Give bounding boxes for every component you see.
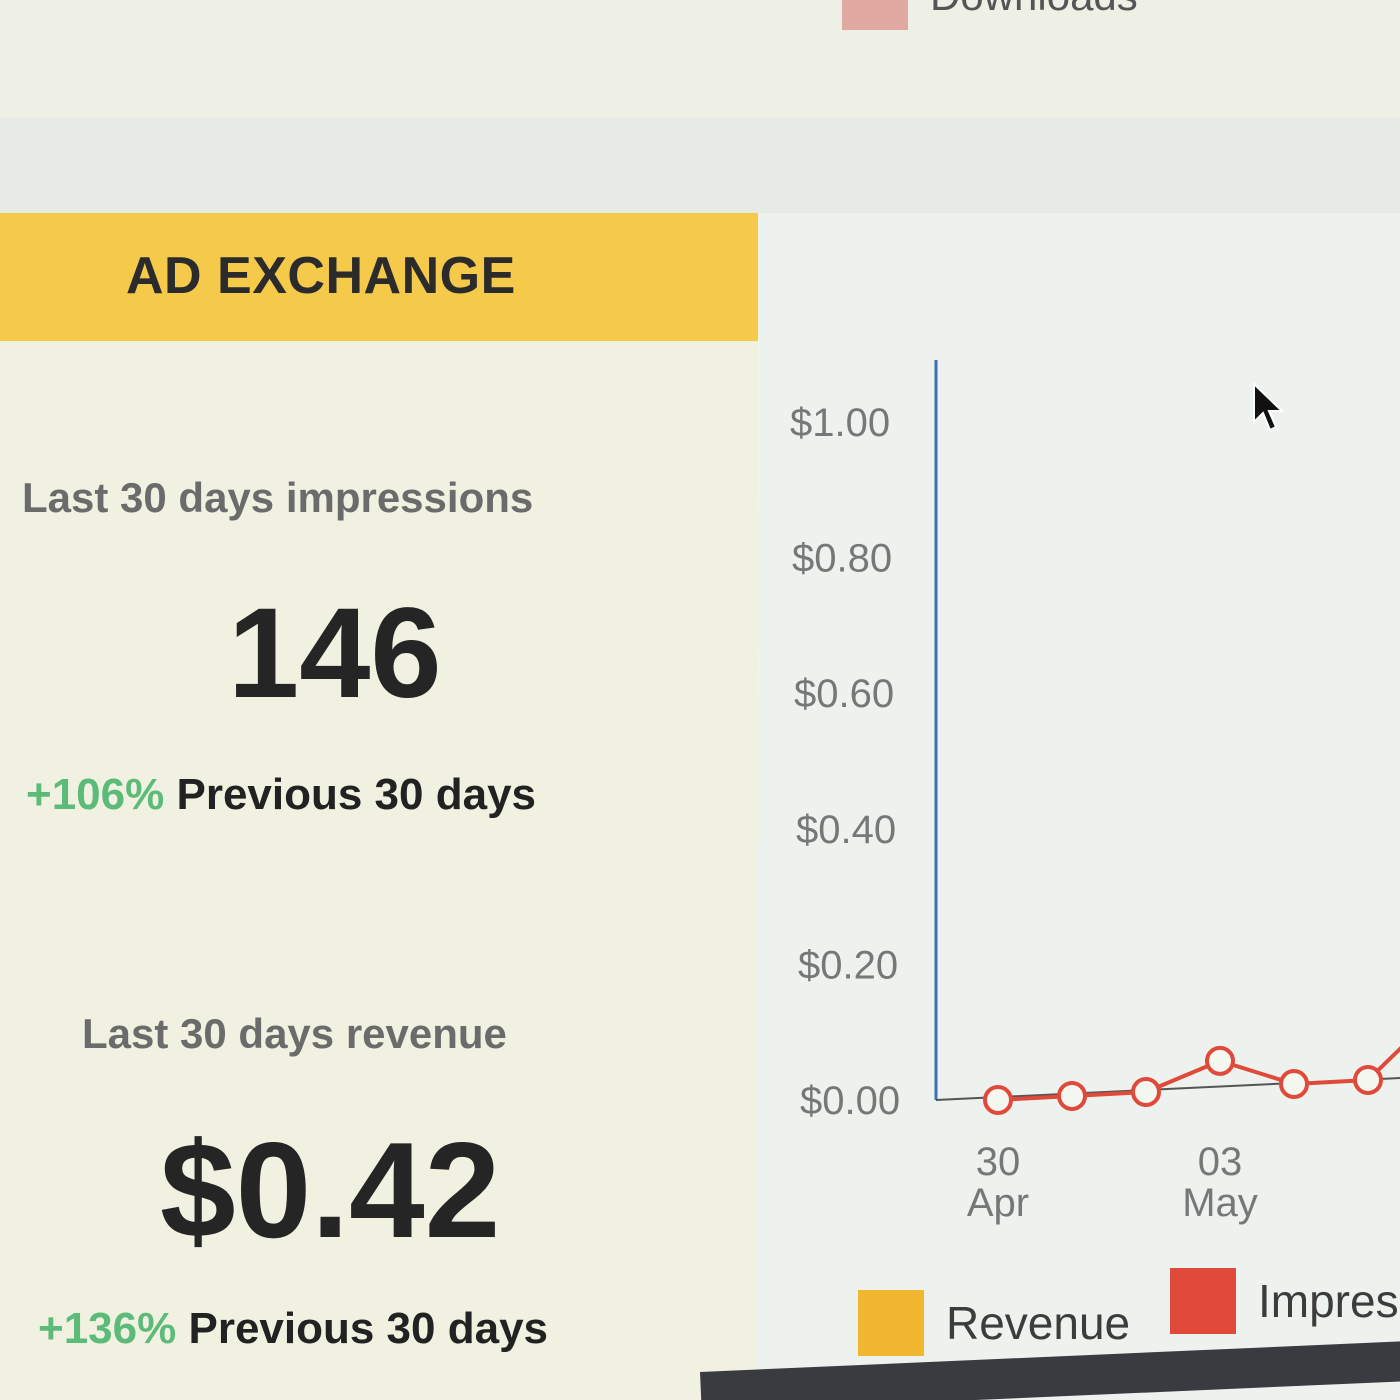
legend-label-revenue: Revenue (946, 1297, 1131, 1349)
revenue-value: $0.42 (160, 1114, 501, 1266)
impressions-change: +106% Previous 30 days (26, 770, 536, 820)
legend-swatch-revenue (858, 1290, 924, 1356)
x-tick-label-day: 30 (976, 1140, 1021, 1184)
section-divider (0, 118, 1400, 213)
y-tick-label: $1.00 (790, 401, 890, 445)
ad-exchange-title: AD EXCHANGE (126, 247, 516, 305)
chart-card (760, 213, 1400, 1400)
y-tick-label: $0.20 (798, 943, 898, 987)
legend-label-impressions: Impres (1258, 1275, 1399, 1327)
legend-swatch-impressions (1170, 1268, 1236, 1334)
y-tick-label: $0.40 (796, 808, 896, 852)
y-tick-label: $0.60 (794, 672, 894, 716)
impressions-point (1205, 1045, 1235, 1076)
impressions-line (997, 1046, 1400, 1102)
impressions-value: 146 (228, 582, 442, 725)
revenue-change-label: Previous 30 days (188, 1304, 549, 1353)
impressions-point (983, 1085, 1013, 1115)
impressions-point (1353, 1065, 1383, 1095)
impressions-point (1131, 1077, 1161, 1107)
top-panel (0, 0, 1400, 120)
impressions-point (1279, 1069, 1309, 1099)
ad-exchange-card (0, 213, 758, 1400)
revenue-label: Last 30 days revenue (82, 1010, 507, 1057)
mouse-pointer-icon (1253, 382, 1285, 432)
impressions-change-pct: +106% (26, 770, 165, 819)
ad-exchange-header (0, 213, 758, 341)
revenue-change: +136% Previous 30 days (38, 1304, 548, 1354)
legend-item-impressions[interactable]: Impres (1170, 1268, 1399, 1334)
y-tick-label: $0.80 (792, 537, 892, 581)
legend-item-revenue[interactable]: Revenue (858, 1290, 1130, 1356)
downloads-legend-swatch (842, 0, 908, 30)
impressions-label: Last 30 days impressions (22, 474, 534, 521)
x-tick-label-month: May (1182, 1181, 1258, 1225)
x-tick-label-day: 03 (1198, 1140, 1243, 1184)
revenue-change-pct: +136% (38, 1304, 177, 1353)
impressions-point (1057, 1081, 1087, 1111)
impressions-change-label: Previous 30 days (176, 770, 537, 819)
x-tick-label-month: Apr (967, 1181, 1029, 1225)
y-tick-label: $0.00 (800, 1079, 900, 1123)
downloads-legend-label: Downloads (930, 0, 1138, 20)
